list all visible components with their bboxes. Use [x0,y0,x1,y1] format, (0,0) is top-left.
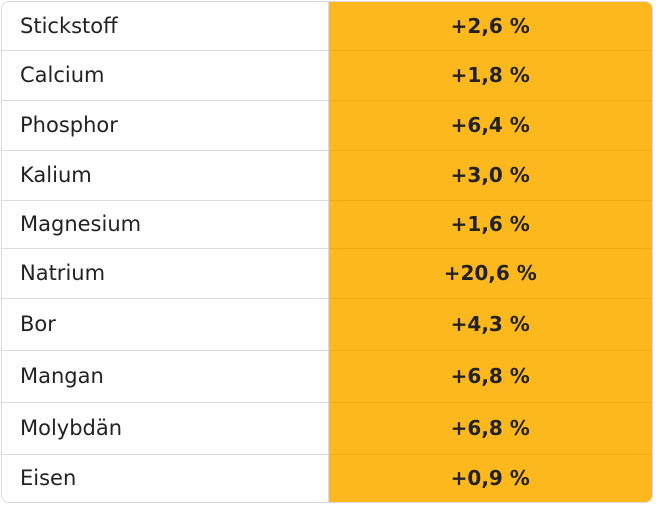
nutrient-table: Stickstoff +2,6 % Calcium +1,8 % Phospho… [2,2,652,502]
nutrient-change: +3,0 % [328,150,652,201]
nutrient-name: Molybdän [2,402,329,455]
nutrient-change: +4,3 % [328,298,652,351]
nutrient-change: +2,6 % [328,2,652,51]
table-row: Calcium +1,8 % [2,50,652,101]
table-row: Natrium +20,6 % [2,248,652,299]
nutrient-name: Calcium [2,50,329,101]
nutrient-name: Phosphor [2,100,329,151]
nutrient-name: Kalium [2,150,329,201]
table-row: Kalium +3,0 % [2,150,652,201]
nutrient-change: +6,4 % [328,100,652,151]
nutrient-change: +1,8 % [328,50,652,101]
table-row: Bor +4,3 % [2,298,652,351]
nutrient-change: +6,8 % [328,350,652,403]
nutrient-change: +20,6 % [328,248,652,299]
nutrient-name: Natrium [2,248,329,299]
nutrient-change: +0,9 % [328,454,652,502]
nutrient-name: Bor [2,298,329,351]
nutrient-name: Eisen [2,454,329,502]
nutrient-name: Mangan [2,350,329,403]
nutrient-change: +6,8 % [328,402,652,455]
nutrient-change: +1,6 % [328,200,652,249]
table-row: Mangan +6,8 % [2,350,652,403]
table-row: Eisen +0,9 % [2,454,652,502]
nutrient-name: Stickstoff [2,2,329,51]
table-row: Phosphor +6,4 % [2,100,652,151]
nutrient-name: Magnesium [2,200,329,249]
table-row: Stickstoff +2,6 % [2,2,652,51]
table-row: Magnesium +1,6 % [2,200,652,249]
table-row: Molybdän +6,8 % [2,402,652,455]
